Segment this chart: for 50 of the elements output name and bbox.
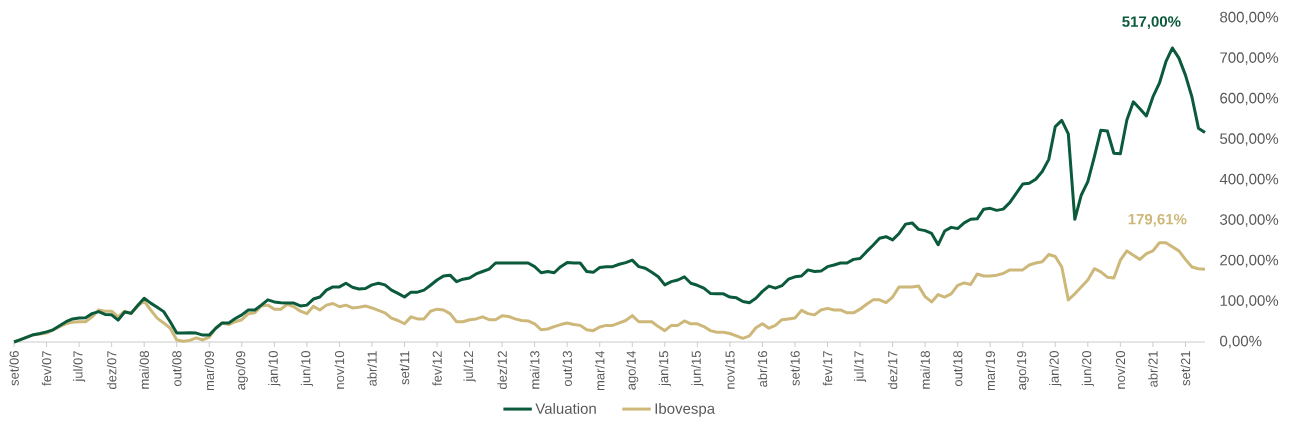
x-tick-label: mai/13 [529,351,540,389]
x-tick-label: jul/07 [73,351,86,382]
legend-label: Valuation [535,402,596,414]
legend-label: Ibovespa [655,402,716,417]
x-tick-label: jun/10 [300,351,313,387]
y-tick-label: 300,00% [1220,214,1279,227]
x-tick-label: set/16 [790,351,800,386]
x-tick-label: fev/12 [432,351,442,386]
x-tick-label: jul/12 [463,351,476,382]
x-tick-label: mai/08 [139,351,149,389]
y-tick-label: 500,00% [1220,133,1279,146]
x-tick-label: abr/21 [1148,351,1158,387]
x-tick-label: jan/15 [658,351,671,387]
y-tick-label: 700,00% [1220,52,1279,65]
x-tick-label: dez/17 [887,351,898,389]
x-tick-label: dez/07 [106,351,117,389]
x-tick-label: set/11 [399,351,410,385]
x-tick-label: ago/09 [235,351,248,390]
x-tick-label: set/06 [9,351,19,386]
y-tick-label: 600,00% [1220,92,1279,106]
x-tick-label: ago/19 [1016,351,1029,390]
y-tick-label: 0,00% [1220,335,1262,349]
x-tick-label: abr/11 [367,351,377,386]
x-tick-label: nov/10 [334,351,345,389]
x-tick-label: fev/17 [822,351,833,386]
y-tick-label: 200,00% [1220,254,1279,268]
x-tick-label: jan/10 [268,351,281,387]
x-tick-label: dez/12 [497,351,507,389]
annotation: 179,61% [1128,213,1187,227]
x-tick-label: mar/14 [594,350,605,391]
x-tick-label: mai/18 [920,351,930,389]
x-tick-label: jun/15 [691,351,704,387]
x-tick-label: mar/09 [204,351,215,391]
y-tick-label: 400,00% [1219,173,1279,187]
x-tick-label: jan/20 [1049,351,1062,387]
x-tick-label: abr/16 [757,351,768,387]
x-tick-label: nov/20 [1115,351,1126,389]
x-tick-label: out/13 [562,351,572,387]
x-tick-label: mar/19 [985,351,995,391]
x-tick-label: nov/15 [725,351,735,389]
y-tick-label: 800,00% [1220,11,1279,25]
x-tick-label: jun/20 [1081,351,1094,387]
x-tick-label: out/18 [952,351,963,387]
x-tick-label: out/08 [171,351,182,387]
x-tick-label: set/21 [1180,351,1191,386]
x-tick-label: fev/07 [41,351,52,386]
x-tick-label: ago/14 [626,350,639,390]
annotation: 517,00% [1122,16,1181,30]
x-tick-label: jul/17 [853,351,867,382]
y-tick-label: 100,00% [1220,295,1279,308]
